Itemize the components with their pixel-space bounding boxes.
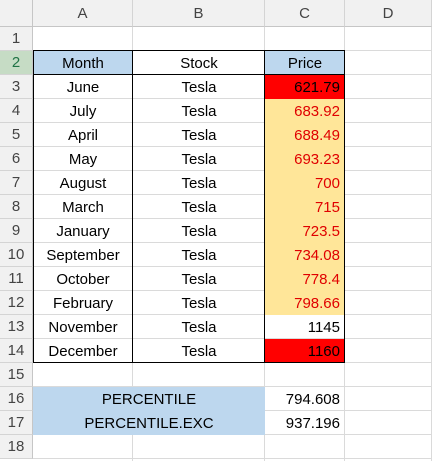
row-header-2[interactable]: 2 xyxy=(0,51,33,75)
table-border xyxy=(33,74,345,75)
result-value-cell[interactable]: 794.608 xyxy=(285,390,340,408)
row-header-7[interactable]: 7 xyxy=(0,171,33,195)
month-cell[interactable]: January xyxy=(56,222,110,240)
stock-cell[interactable]: Tesla xyxy=(181,174,217,192)
price-cell[interactable]: 683.92 xyxy=(265,99,345,123)
month-cell[interactable]: April xyxy=(67,126,98,144)
price-cell[interactable]: 734.08 xyxy=(265,243,345,267)
table-border xyxy=(33,50,34,363)
stock-cell[interactable]: Tesla xyxy=(181,222,217,240)
column-header-d[interactable]: D xyxy=(345,0,432,27)
table-border xyxy=(132,50,133,363)
gridline-horizontal xyxy=(33,218,432,219)
gridline-horizontal xyxy=(33,122,432,123)
table-border xyxy=(264,50,265,363)
row-header-17[interactable]: 17 xyxy=(0,411,33,435)
column-header-c[interactable]: C xyxy=(265,0,345,27)
row-header-1[interactable]: 1 xyxy=(0,27,33,51)
price-cell[interactable]: 778.4 xyxy=(265,267,345,291)
price-cell[interactable]: 1160 xyxy=(265,339,345,363)
price-cell[interactable]: 693.23 xyxy=(265,147,345,171)
stock-cell[interactable]: Tesla xyxy=(181,342,217,360)
month-cell[interactable]: November xyxy=(48,318,118,336)
gridline-horizontal xyxy=(33,146,432,147)
stock-cell[interactable]: Tesla xyxy=(181,126,217,144)
gridline-horizontal xyxy=(33,98,432,99)
gridline-horizontal xyxy=(33,386,432,387)
stock-cell[interactable]: Tesla xyxy=(181,246,217,264)
header-cell-stock[interactable]: Stock xyxy=(180,54,218,72)
row-header-14[interactable]: 14 xyxy=(0,339,33,363)
price-cell[interactable]: 798.66 xyxy=(265,291,345,315)
gridline-horizontal xyxy=(33,338,432,339)
month-cell[interactable]: August xyxy=(59,174,107,192)
column-header-b[interactable]: B xyxy=(133,0,265,27)
header-cell-month[interactable]: Month xyxy=(33,51,133,75)
stock-cell[interactable]: Tesla xyxy=(181,270,217,288)
price-cell[interactable]: 715 xyxy=(265,195,345,219)
row-header-18[interactable]: 18 xyxy=(0,435,33,459)
price-cell[interactable]: 621.79 xyxy=(265,75,345,99)
month-cell[interactable]: March xyxy=(62,198,104,216)
result-value-cell[interactable]: 937.196 xyxy=(285,414,340,432)
price-cell[interactable]: 700 xyxy=(265,171,345,195)
month-cell[interactable]: September xyxy=(46,246,120,264)
stock-cell[interactable]: Tesla xyxy=(181,78,217,96)
month-cell[interactable]: May xyxy=(68,150,98,168)
row-header-6[interactable]: 6 xyxy=(0,147,33,171)
row-header-8[interactable]: 8 xyxy=(0,195,33,219)
row-header-15[interactable]: 15 xyxy=(0,363,33,387)
result-label-cell[interactable]: PERCENTILE.EXC xyxy=(33,411,265,435)
price-cell[interactable]: 723.5 xyxy=(265,219,345,243)
gridline-horizontal xyxy=(33,266,432,267)
gridline-horizontal xyxy=(33,314,432,315)
table-border xyxy=(33,362,345,363)
gridline-horizontal xyxy=(33,170,432,171)
row-header-3[interactable]: 3 xyxy=(0,75,33,99)
row-header-16[interactable]: 16 xyxy=(0,387,33,411)
stock-cell[interactable]: Tesla xyxy=(181,294,217,312)
stock-cell[interactable]: Tesla xyxy=(181,198,217,216)
stock-cell[interactable]: Tesla xyxy=(181,102,217,120)
stock-cell[interactable]: Tesla xyxy=(181,150,217,168)
month-cell[interactable]: June xyxy=(66,78,100,96)
row-header-12[interactable]: 12 xyxy=(0,291,33,315)
price-cell[interactable]: 688.49 xyxy=(265,123,345,147)
stock-cell[interactable]: Tesla xyxy=(181,318,217,336)
table-border xyxy=(344,50,345,363)
row-header-10[interactable]: 10 xyxy=(0,243,33,267)
gridline-horizontal xyxy=(33,290,432,291)
select-all-corner[interactable] xyxy=(0,0,33,27)
table-border xyxy=(33,50,345,51)
gridline-horizontal xyxy=(33,458,432,459)
row-header-11[interactable]: 11 xyxy=(0,267,33,291)
gridline-horizontal xyxy=(33,194,432,195)
row-header-4[interactable]: 4 xyxy=(0,99,33,123)
row-header-9[interactable]: 9 xyxy=(0,219,33,243)
price-cell[interactable]: 1145 xyxy=(307,318,340,336)
result-label-cell[interactable]: PERCENTILE xyxy=(33,387,265,411)
month-cell[interactable]: July xyxy=(69,102,97,120)
column-header-a[interactable]: A xyxy=(33,0,133,27)
month-cell[interactable]: February xyxy=(52,294,114,312)
month-cell[interactable]: December xyxy=(48,342,118,360)
month-cell[interactable]: October xyxy=(56,270,110,288)
header-cell-price[interactable]: Price xyxy=(265,51,345,75)
gridline-horizontal xyxy=(33,242,432,243)
row-header-13[interactable]: 13 xyxy=(0,315,33,339)
row-header-5[interactable]: 5 xyxy=(0,123,33,147)
